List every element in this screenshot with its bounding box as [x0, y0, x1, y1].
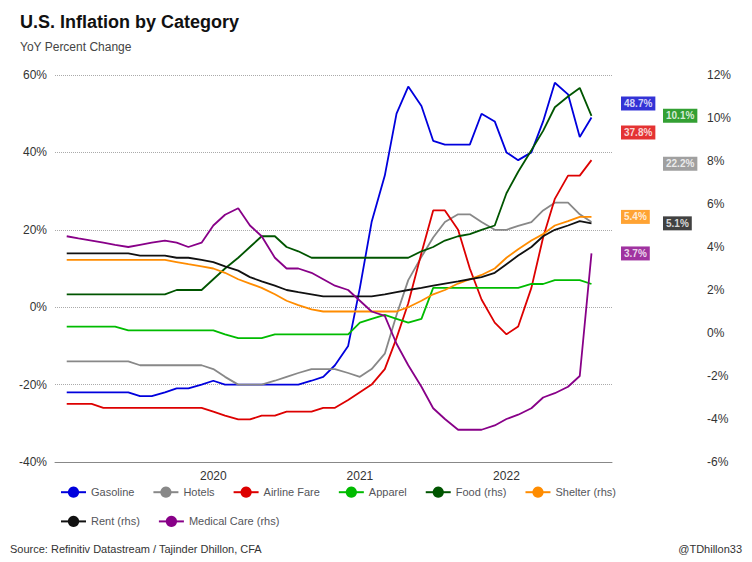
svg-text:12%: 12%	[707, 68, 731, 82]
svg-text:20%: 20%	[23, 223, 47, 237]
svg-text:5.4%: 5.4%	[624, 211, 647, 222]
svg-text:Apparel: Apparel	[369, 486, 407, 498]
svg-text:Food (rhs): Food (rhs)	[456, 486, 507, 498]
svg-text:YoY Percent Change: YoY Percent Change	[20, 40, 132, 54]
svg-text:2%: 2%	[707, 283, 725, 297]
svg-text:48.7%: 48.7%	[624, 98, 652, 109]
svg-text:Hotels: Hotels	[183, 486, 215, 498]
svg-text:-4%: -4%	[707, 412, 729, 426]
svg-text:-40%: -40%	[19, 455, 47, 469]
svg-text:40%: 40%	[23, 145, 47, 159]
svg-text:2021: 2021	[347, 469, 374, 483]
svg-text:U.S. Inflation by Category: U.S. Inflation by Category	[20, 12, 239, 32]
svg-text:22.2%: 22.2%	[666, 158, 694, 169]
svg-text:@TDhillon33: @TDhillon33	[678, 543, 742, 555]
svg-text:8%: 8%	[707, 154, 725, 168]
svg-text:Rent (rhs): Rent (rhs)	[91, 515, 140, 527]
svg-text:0%: 0%	[30, 300, 48, 314]
svg-text:37.8%: 37.8%	[624, 127, 652, 138]
svg-text:-2%: -2%	[707, 369, 729, 383]
svg-text:5.1%: 5.1%	[666, 218, 689, 229]
svg-text:Gasoline: Gasoline	[91, 486, 134, 498]
svg-text:Airline Fare: Airline Fare	[264, 486, 320, 498]
svg-text:-6%: -6%	[707, 455, 729, 469]
svg-text:Medical Care (rhs): Medical Care (rhs)	[189, 515, 279, 527]
svg-text:4%: 4%	[707, 240, 725, 254]
svg-text:6%: 6%	[707, 197, 725, 211]
svg-text:0%: 0%	[707, 326, 725, 340]
svg-text:-20%: -20%	[19, 378, 47, 392]
svg-text:3.7%: 3.7%	[624, 248, 647, 259]
svg-text:2022: 2022	[493, 469, 520, 483]
svg-text:10%: 10%	[707, 111, 731, 125]
svg-text:60%: 60%	[23, 68, 47, 82]
svg-text:10.1%: 10.1%	[666, 110, 694, 121]
svg-text:2020: 2020	[200, 469, 227, 483]
svg-text:Shelter (rhs): Shelter (rhs)	[555, 486, 616, 498]
svg-text:Source: Refinitiv Datastream /: Source: Refinitiv Datastream / Tajinder …	[10, 543, 262, 555]
